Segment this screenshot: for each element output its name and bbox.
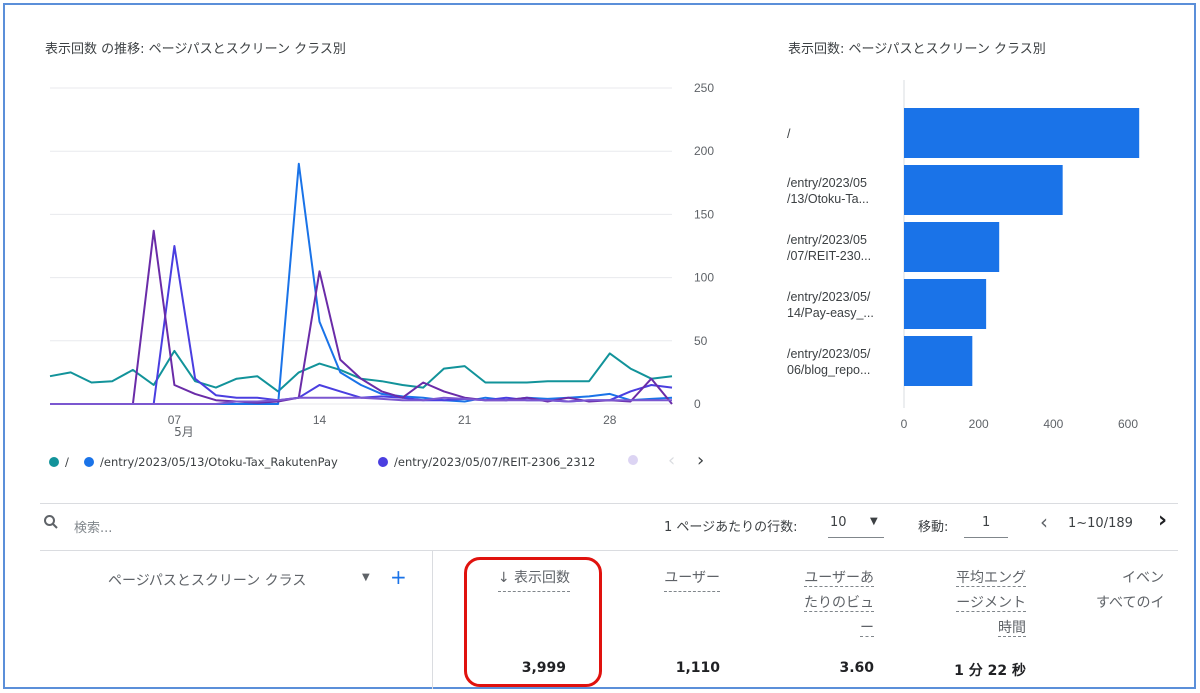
- column-header-line: 平均エング: [956, 570, 1026, 587]
- dimension-dropdown-icon[interactable]: ▼: [362, 572, 370, 583]
- column-header-line: イベン: [1122, 570, 1164, 586]
- search-icon[interactable]: [43, 514, 59, 534]
- highlight-annotation: [464, 557, 602, 687]
- prev-page-button[interactable]: ‹: [1040, 510, 1048, 534]
- column-header-views-per-user[interactable]: ユーザーあ たりのビュ ー: [770, 566, 874, 641]
- legend-next-button[interactable]: ›: [697, 450, 705, 471]
- legend-label: /entry/2023/05/07/REIT-2306_2312: [394, 455, 596, 469]
- column-header-line: ユーザー: [664, 566, 720, 592]
- toolbar-divider: [40, 503, 1178, 504]
- table-top-divider: [40, 550, 1178, 551]
- column-header-line: すべてのイ: [1096, 595, 1165, 611]
- rows-per-page-label: 1 ページあたりの行数:: [664, 520, 798, 535]
- column-header-line: ↓ 表示回数: [497, 566, 570, 592]
- page-range: 1~10/189: [1068, 516, 1133, 531]
- total-engagement-time: 1 分 22 秒: [954, 663, 1026, 679]
- dimension-header[interactable]: ページパスとスクリーン クラス: [108, 573, 307, 589]
- bar-chart-title: 表示回数: ページパスとスクリーン クラス別: [788, 42, 1046, 57]
- column-header-line: 時間: [998, 620, 1026, 637]
- total-users: 1,110: [675, 660, 720, 676]
- legend-item-reit[interactable]: /entry/2023/05/07/REIT-2306_2312: [378, 455, 595, 469]
- rows-per-page-value: 10: [830, 515, 847, 530]
- legend-label: /entry/2023/05/13/Otoku-Tax_RakutenPay: [100, 455, 338, 469]
- column-header-line: ユーザーあ: [804, 570, 874, 587]
- column-header-views[interactable]: ↓ 表示回数: [480, 566, 570, 592]
- next-page-button[interactable]: ›: [1158, 508, 1168, 533]
- goto-value: 1: [982, 515, 991, 530]
- legend-item-otoku[interactable]: /entry/2023/05/13/Otoku-Tax_RakutenPay: [84, 455, 338, 469]
- column-header-line: たりのビュ: [804, 595, 874, 612]
- legend-item-root[interactable]: /: [49, 455, 69, 469]
- legend-dot-icon: [628, 455, 638, 465]
- legend-dot-icon: [49, 457, 59, 467]
- search-input[interactable]: 検索...: [74, 521, 113, 536]
- legend-label: /: [65, 455, 69, 469]
- rows-per-page-select[interactable]: 10 ▼: [828, 512, 884, 538]
- total-views: 3,999: [521, 660, 566, 676]
- column-header-engagement-time[interactable]: 平均エング ージメント 時間: [920, 566, 1026, 641]
- goto-label: 移動:: [918, 520, 949, 535]
- x-month-label: 5月: [174, 425, 194, 439]
- goto-input[interactable]: 1: [964, 512, 1008, 538]
- table-dimension-divider: [432, 551, 433, 689]
- total-views-per-user: 3.60: [839, 660, 874, 676]
- add-dimension-button[interactable]: +: [390, 565, 407, 589]
- legend-dot-icon: [378, 457, 388, 467]
- column-header-events[interactable]: イベン すべてのイ: [1096, 566, 1180, 616]
- chevron-down-icon: ▼: [870, 516, 878, 527]
- column-header-line: ー: [860, 620, 874, 637]
- legend-dot-icon: [84, 457, 94, 467]
- legend-item-more: [628, 455, 644, 465]
- line-chart-title: 表示回数 の推移: ページパスとスクリーン クラス別: [45, 42, 346, 57]
- legend-prev-button[interactable]: ‹: [668, 450, 676, 471]
- column-header-users[interactable]: ユーザー: [630, 566, 720, 592]
- column-header-line: ージメント: [956, 595, 1026, 612]
